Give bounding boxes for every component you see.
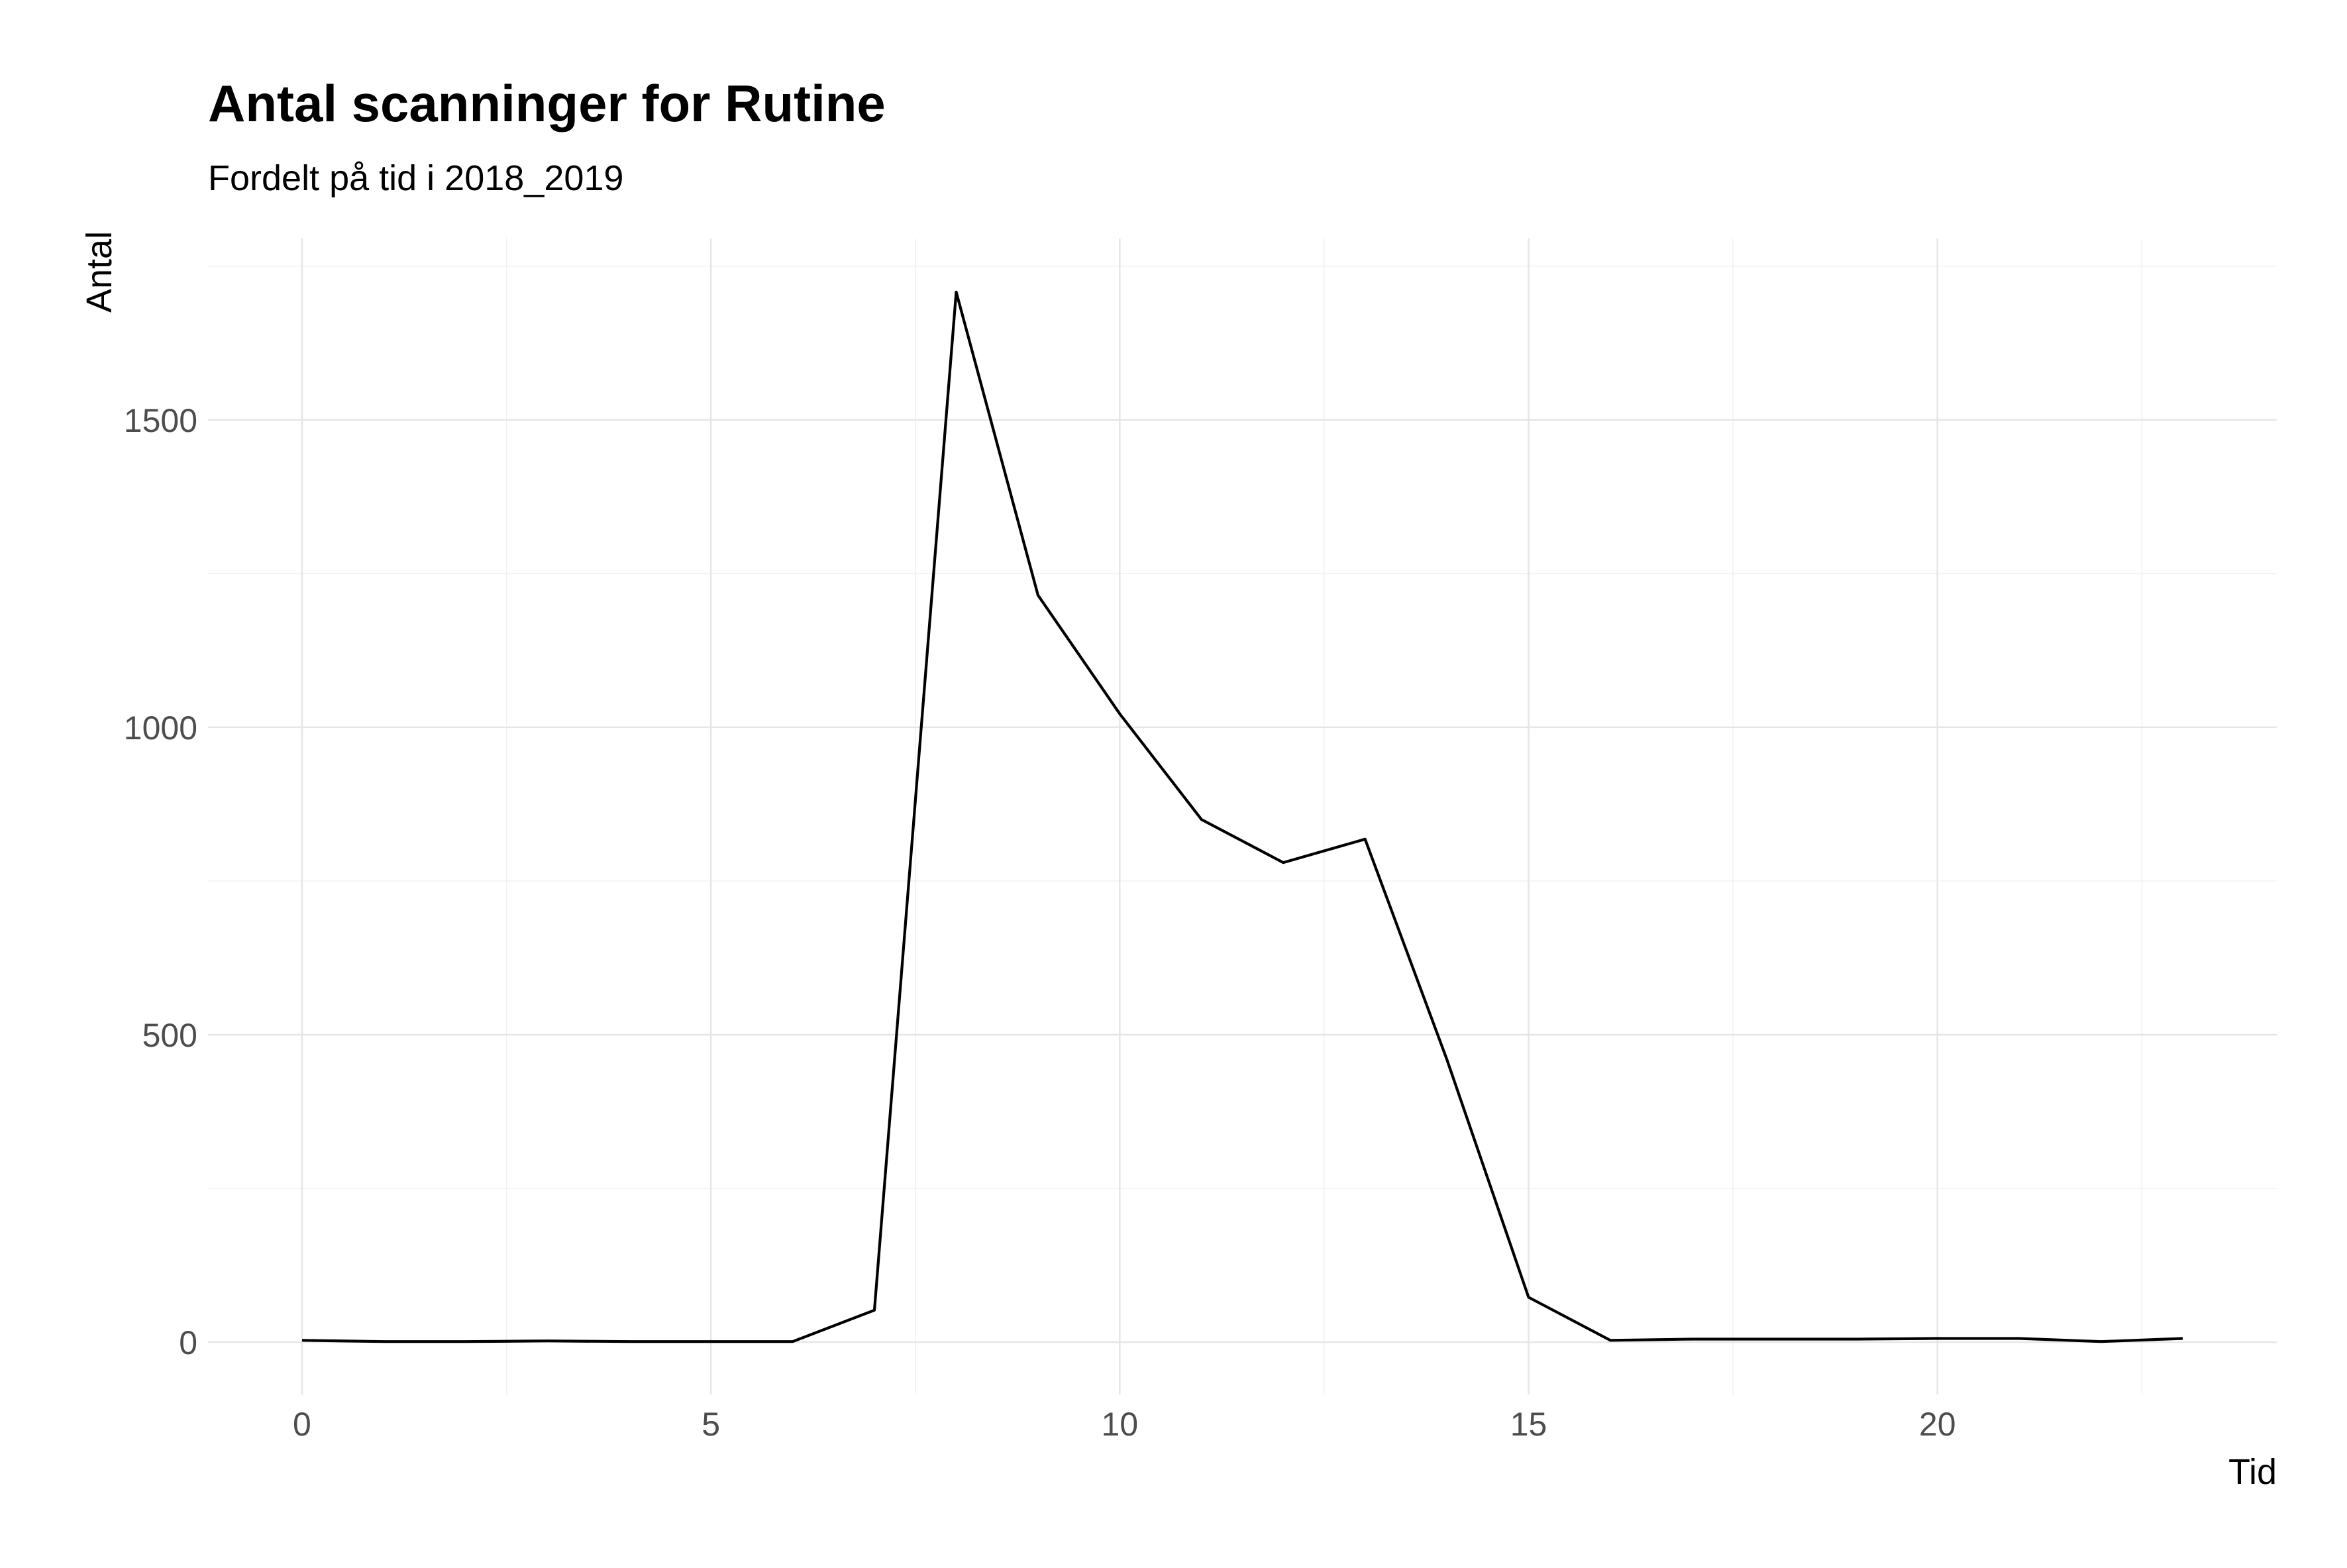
y-tick-label: 1000	[124, 709, 197, 747]
chart-subtitle: Fordelt på tid i 2018_2019	[208, 158, 623, 198]
series-line	[301, 290, 2183, 1343]
major-gridlines	[208, 238, 2277, 1394]
x-tick-label: 20	[1919, 1406, 1956, 1443]
x-axis-tick-labels: 0 5 10 15 20	[293, 1406, 1956, 1443]
y-tick-label: 0	[179, 1324, 197, 1361]
x-tick-label: 15	[1510, 1406, 1547, 1443]
y-axis-tick-labels: 0 500 1000 1500	[124, 402, 197, 1361]
series-layer	[301, 290, 2183, 1343]
y-axis-title: Antal	[79, 231, 119, 313]
y-tick-label: 1500	[124, 402, 197, 439]
x-tick-label: 0	[293, 1406, 311, 1443]
x-tick-label: 10	[1102, 1406, 1139, 1443]
chart-title: Antal scanninger for Rutine	[208, 74, 886, 132]
x-tick-label: 5	[702, 1406, 720, 1443]
y-tick-label: 500	[142, 1017, 197, 1054]
x-axis-title: Tid	[2228, 1452, 2277, 1492]
